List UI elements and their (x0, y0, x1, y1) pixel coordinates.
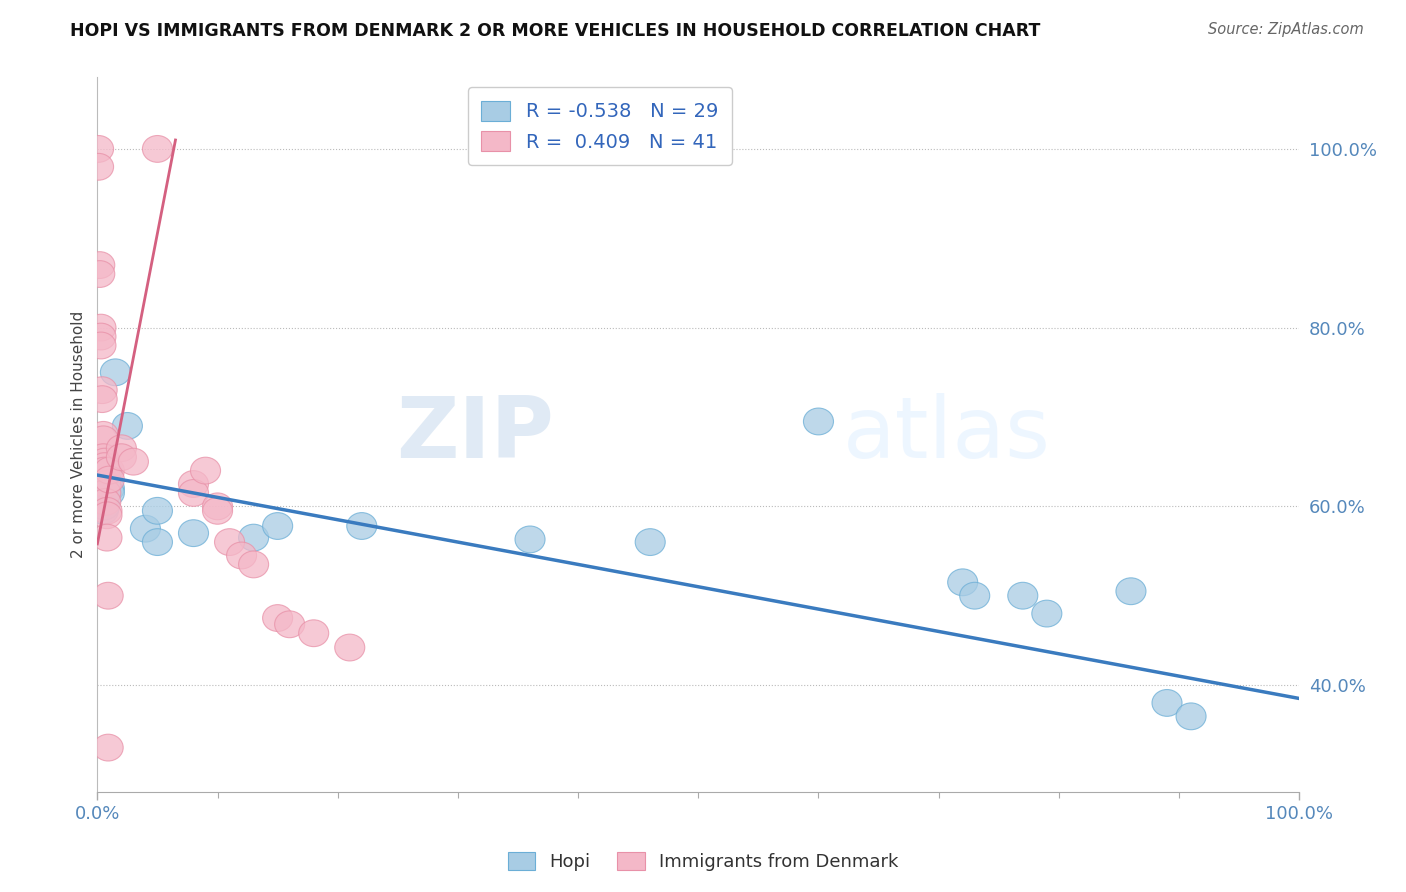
Text: atlas: atlas (842, 393, 1050, 476)
Text: HOPI VS IMMIGRANTS FROM DENMARK 2 OR MORE VEHICLES IN HOUSEHOLD CORRELATION CHAR: HOPI VS IMMIGRANTS FROM DENMARK 2 OR MOR… (70, 22, 1040, 40)
Legend: Hopi, Immigrants from Denmark: Hopi, Immigrants from Denmark (501, 845, 905, 879)
Legend: R = -0.538   N = 29, R =  0.409   N = 41: R = -0.538 N = 29, R = 0.409 N = 41 (468, 87, 733, 165)
Text: Source: ZipAtlas.com: Source: ZipAtlas.com (1208, 22, 1364, 37)
Text: ZIP: ZIP (396, 393, 554, 476)
Y-axis label: 2 or more Vehicles in Household: 2 or more Vehicles in Household (72, 311, 86, 558)
